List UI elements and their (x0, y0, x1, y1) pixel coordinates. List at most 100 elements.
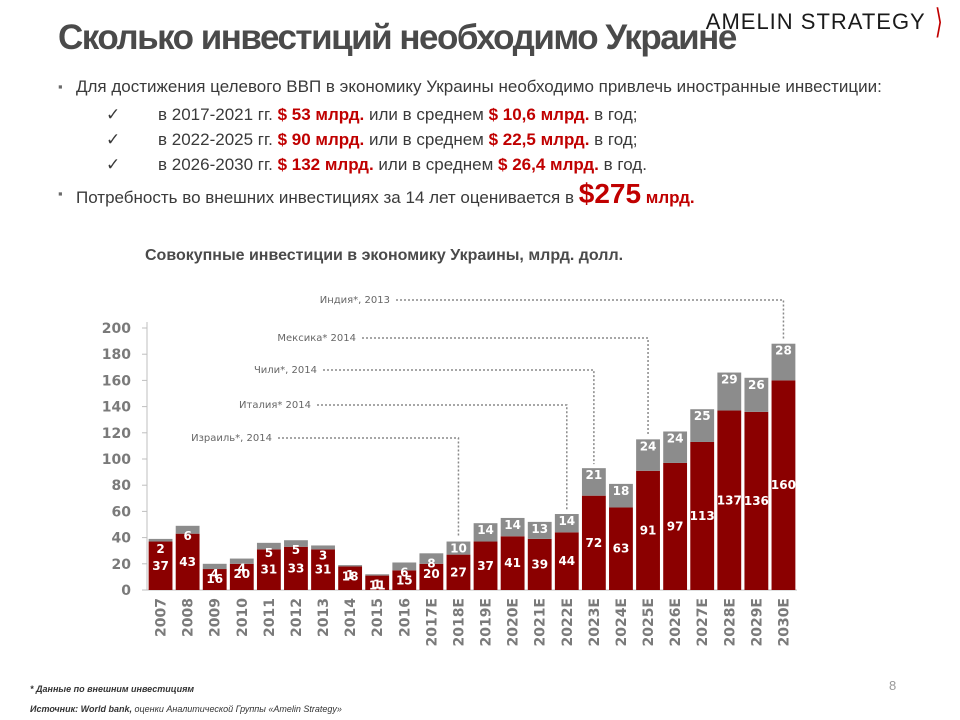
middle-text: или в среднем (378, 155, 494, 174)
x-category-label: 2014 (343, 598, 359, 637)
x-category-label: 2024E (614, 598, 630, 647)
tail-text: в год; (594, 105, 638, 124)
x-category-label: 2011 (262, 598, 278, 637)
total-amount: $ 132 млрд. (277, 155, 374, 174)
bar-base (284, 546, 308, 590)
y-tick-label: 100 (102, 452, 131, 468)
bar-base (609, 507, 633, 590)
bar-top (527, 521, 552, 539)
bar-top (554, 514, 579, 533)
x-category-label: 2013 (316, 598, 332, 637)
data-label-top: 25 (694, 409, 711, 423)
source-text: оценки Аналитической Группы «Amelin Stra… (132, 704, 342, 714)
data-label-base: 44 (558, 554, 575, 568)
x-category-label: 2016 (397, 598, 413, 637)
data-label-top: 29 (721, 373, 738, 387)
data-label-top: 8 (427, 556, 435, 570)
bar-top (663, 431, 688, 463)
x-category-label: 2025E (641, 598, 657, 647)
bar-top (581, 468, 606, 496)
x-category-label: 2009 (208, 598, 224, 637)
y-tick-label: 120 (102, 426, 131, 442)
y-tick-label: 200 (102, 321, 131, 337)
data-label-top: 13 (531, 522, 548, 536)
bar-base (581, 495, 606, 590)
x-category-label: 2028E (722, 598, 738, 647)
bar-base (690, 441, 715, 590)
data-label-top: 14 (558, 514, 575, 528)
data-label-top: 6 (400, 565, 408, 579)
page-title: Сколько инвестиций необходимо Украине (58, 18, 737, 57)
page-number: 8 (889, 678, 897, 693)
x-category-label: 2010 (235, 598, 251, 637)
x-category-label: 2018E (451, 598, 467, 647)
logo-text: AMELIN STRATEGY (705, 9, 926, 34)
data-label-base: 20 (423, 567, 440, 581)
total-amount: $ 53 млрд. (277, 105, 365, 124)
x-category-label: 2012 (289, 598, 305, 637)
x-category-label: 2029E (749, 598, 765, 647)
bar-top (229, 558, 254, 564)
data-label-base: 113 (690, 509, 715, 523)
x-category-label: 2008 (181, 598, 197, 637)
bullet-intro: Для достижения целевого ВВП в экономику … (58, 76, 906, 98)
bar-base (771, 380, 796, 590)
x-category-label: 2030E (776, 598, 792, 647)
data-label-top: 26 (748, 378, 765, 392)
data-label-top: 24 (667, 431, 684, 445)
data-label-top: 10 (450, 542, 467, 556)
data-label-base: 11 (369, 579, 386, 593)
data-label-top: 5 (292, 543, 300, 557)
data-label-base: 18 (342, 569, 359, 583)
tail-text: в год. (603, 155, 647, 174)
annotation-leader-line (396, 299, 785, 340)
bar-top (284, 540, 308, 547)
bar-top (500, 517, 525, 537)
bar-base (446, 554, 471, 590)
tail-text: в год; (594, 130, 638, 149)
x-category-label: 2007 (154, 598, 170, 637)
bar-base (554, 532, 579, 590)
x-category-label: 2021E (533, 598, 549, 647)
bar-base (256, 549, 281, 590)
annotation-leader-line (317, 404, 568, 511)
chart-title: Совокупные инвестиции в экономику Украин… (145, 247, 624, 264)
y-tick-label: 80 (112, 478, 132, 494)
data-label-top: 18 (613, 484, 630, 498)
bar-base (338, 566, 363, 590)
bar-base (148, 541, 173, 590)
y-tick-label: 60 (112, 504, 132, 520)
avg-amount: $ 26,4 млрд. (498, 155, 599, 174)
check-icon: ✓ (106, 105, 121, 124)
total-amount: $ 90 млрд. (277, 130, 365, 149)
data-label-top: 24 (640, 439, 657, 453)
data-label-top: 28 (775, 344, 792, 358)
data-label-base: 97 (667, 519, 684, 533)
check-item: ✓ в 2017-2021 гг. $ 53 млрд. или в средн… (58, 102, 906, 127)
bar-base (392, 570, 417, 590)
data-label-top: 21 (586, 468, 603, 482)
annotation-label: Индия*, 2013 (320, 295, 390, 306)
avg-amount: $ 22,5 млрд. (488, 130, 590, 149)
data-label-top: 14 (504, 518, 521, 532)
data-label-base: 15 (396, 573, 413, 587)
x-category-label: 2015 (370, 598, 386, 637)
bar-base (717, 410, 742, 590)
data-label-base: 37 (152, 559, 169, 573)
x-category-label: 2020E (506, 598, 522, 647)
check-item: ✓ в 2022-2025 гг. $ 90 млрд. или в средн… (58, 127, 906, 152)
y-tick-label: 0 (121, 583, 131, 599)
period-text: в 2026-2030 гг. (158, 155, 273, 174)
bar-base (175, 533, 200, 590)
bar-top (175, 525, 200, 534)
x-category-label: 2022E (560, 598, 576, 647)
x-category-label: 2027E (695, 598, 711, 647)
data-label-base: 72 (586, 536, 603, 550)
annotation-leader-line (278, 437, 460, 538)
bar-base (419, 563, 444, 590)
data-label-base: 16 (206, 572, 223, 586)
data-label-base: 33 (288, 561, 305, 575)
bar-top (744, 377, 769, 412)
y-tick-label: 40 (112, 531, 132, 547)
